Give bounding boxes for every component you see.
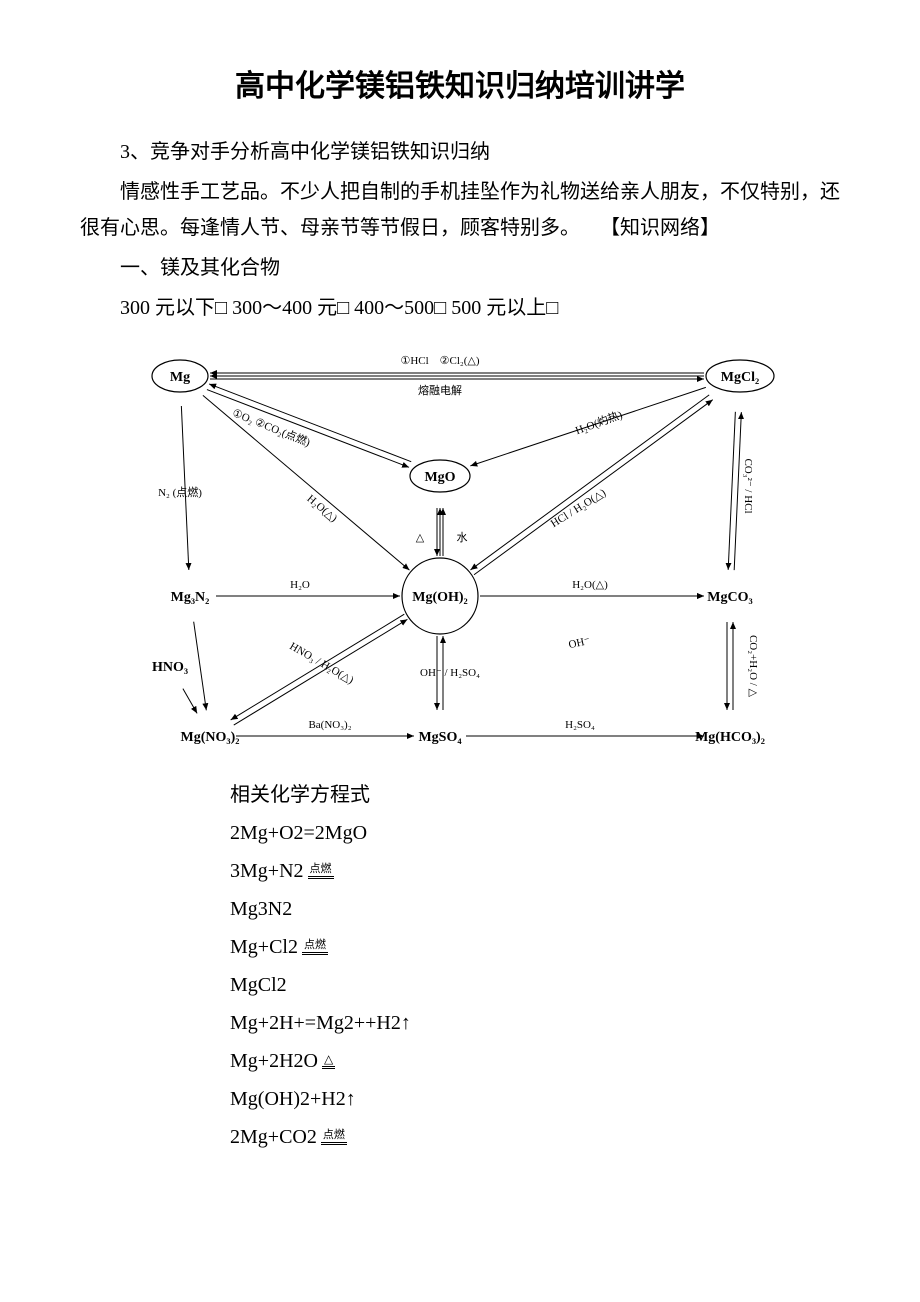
svg-text:MgO: MgO	[424, 470, 455, 485]
svg-text:N₂ (点燃): N₂ (点燃)	[158, 485, 202, 499]
svg-text:Ba(NO₃)₂: Ba(NO₃)₂	[308, 719, 351, 731]
svg-text:①O₂ ②CO₂(点燃): ①O₂ ②CO₂(点燃)	[231, 405, 313, 449]
paragraph-3: 一、镁及其化合物	[80, 250, 840, 286]
svg-text:△: △	[416, 532, 425, 544]
mg-compound-diagram: ①HCl ②Cl₂(△) 熔融电解 ①O₂ ②CO₂(点燃) N₂ (点燃) H₂O(△…	[120, 336, 840, 756]
svg-text:OH⁻ / H₂SO₄: OH⁻ / H₂SO₄	[420, 667, 480, 679]
svg-text:MgCO₃: MgCO₃	[707, 590, 752, 605]
svg-text:H₂O(灼热): H₂O(灼热)	[573, 407, 624, 437]
svg-text:HNO₃ / H₂O(△): HNO₃ / H₂O(△)	[287, 640, 355, 686]
equation-line: Mg3N2	[230, 890, 840, 928]
equation-line: Mg(OH)2+H2↑	[230, 1080, 840, 1118]
svg-text:HCl / H₂O(△): HCl / H₂O(△)	[549, 487, 609, 530]
svg-text:水: 水	[457, 531, 468, 544]
equation-line: Mg+Cl2点燃	[230, 928, 840, 966]
svg-text:H₂O(△): H₂O(△)	[304, 493, 339, 525]
page-title: 高中化学镁铝铁知识归纳培训讲学	[80, 60, 840, 114]
equation-line: 2Mg+O2=2MgO	[230, 814, 840, 852]
svg-text:Mg₃N₂: Mg₃N₂	[171, 590, 210, 605]
svg-text:①HCl ②Cl₂(△): ①HCl ②Cl₂(△)	[400, 355, 479, 367]
svg-text:MgCl₂: MgCl₂	[721, 370, 759, 385]
equation-line: MgCl2	[230, 966, 840, 1004]
svg-text:OH⁻: OH⁻	[568, 635, 592, 651]
svg-text:MgSO₄: MgSO₄	[418, 730, 462, 745]
svg-text:Mg(HCO₃)₂: Mg(HCO₃)₂	[695, 730, 765, 745]
svg-text:CO₃²⁻ / HCl: CO₃²⁻ / HCl	[742, 458, 754, 513]
svg-text:Mg: Mg	[170, 370, 190, 385]
equation-line: 2Mg+CO2点燃	[230, 1118, 840, 1156]
paragraph-4: 300 元以下□ 300～400 元□ 400～500□ 500 元以上□	[80, 290, 840, 326]
svg-text:HNO₃: HNO₃	[152, 660, 188, 675]
svg-text:熔融电解: 熔融电解	[418, 383, 462, 397]
paragraph-2: 情感性手工艺品。不少人把自制的手机挂坠作为礼物送给亲人朋友，不仅特别，还很有心思…	[80, 174, 840, 246]
svg-text:CO₂+H₂O / △: CO₂+H₂O / △	[747, 635, 759, 698]
equation-line: 3Mg+N2点燃	[230, 852, 840, 890]
equation-line: Mg+2H+=Mg2++H2↑	[230, 1004, 840, 1042]
svg-text:H₂O(△): H₂O(△)	[572, 579, 608, 591]
svg-text:Mg(OH)₂: Mg(OH)₂	[412, 590, 468, 605]
equations-block: 相关化学方程式 2Mg+O2=2MgO3Mg+N2点燃Mg3N2Mg+Cl2点燃…	[230, 776, 840, 1156]
svg-text:Mg(NO₃)₂: Mg(NO₃)₂	[181, 730, 240, 745]
paragraph-1: 3、竞争对手分析高中化学镁铝铁知识归纳	[80, 134, 840, 170]
svg-text:H₂SO₄: H₂SO₄	[565, 719, 595, 731]
equation-line: Mg+2H2O△	[230, 1042, 840, 1080]
svg-text:H₂O: H₂O	[290, 579, 310, 591]
equations-header: 相关化学方程式	[230, 776, 840, 814]
